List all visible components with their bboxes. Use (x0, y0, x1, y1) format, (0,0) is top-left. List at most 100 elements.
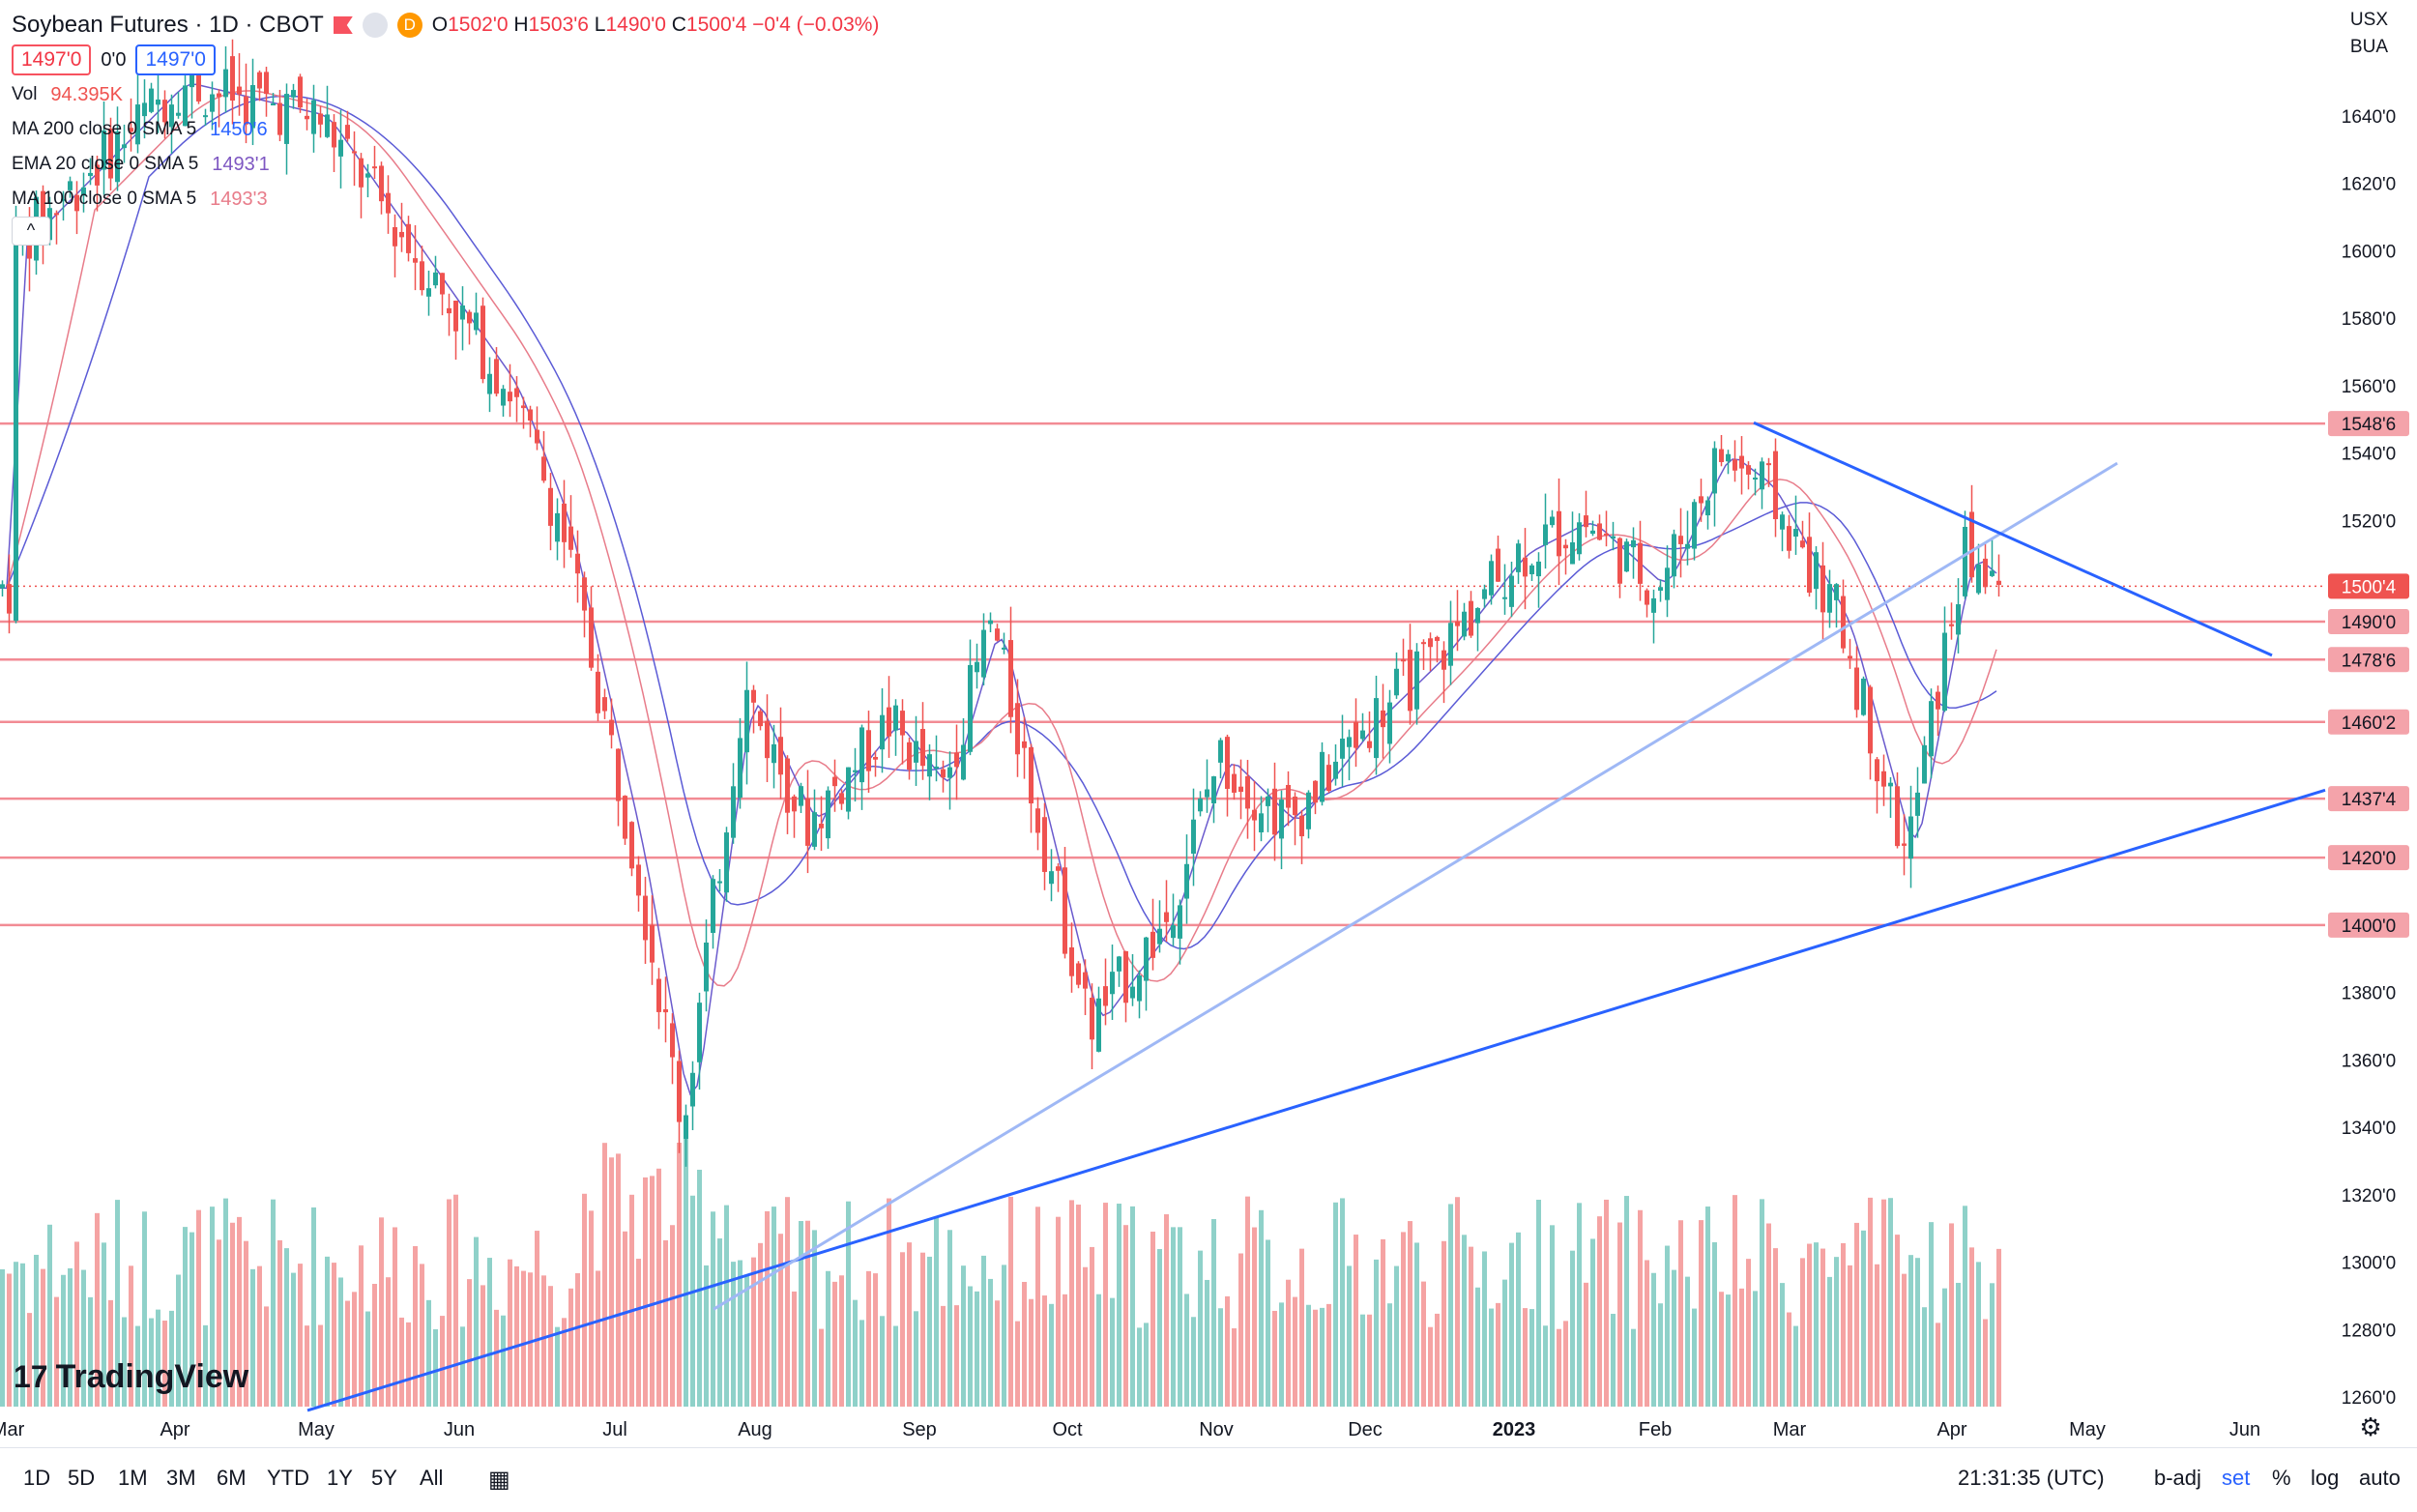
exchange-unit[interactable]: BUA (2349, 37, 2388, 57)
volume-bar (413, 1246, 418, 1407)
candle-body (1354, 721, 1358, 748)
candle-body (1584, 515, 1588, 528)
log-toggle[interactable]: log (2311, 1466, 2340, 1490)
candle-body (1306, 792, 1311, 829)
volume-bar (711, 1211, 715, 1407)
volume-bar (968, 1286, 973, 1407)
delayed-data-badge[interactable]: D (396, 13, 422, 38)
range-ytd[interactable]: YTD (267, 1466, 309, 1490)
compare-icon[interactable] (362, 13, 388, 38)
volume-bar (535, 1231, 539, 1407)
utc-clock[interactable]: 21:31:35 (UTC) (1958, 1466, 2105, 1490)
candle-body (305, 115, 309, 120)
candle-body (704, 942, 709, 992)
candle-body (947, 767, 952, 778)
flag-icon[interactable] (333, 16, 353, 34)
volume-bar (1902, 1273, 1907, 1407)
candle-body (311, 100, 316, 134)
range-1m[interactable]: 1M (118, 1466, 148, 1490)
candle-body (663, 1009, 668, 1013)
candle-body (447, 307, 451, 314)
volume-bar (1354, 1235, 1358, 1407)
volume-bar (1381, 1238, 1385, 1407)
candle-body (1090, 998, 1094, 1040)
collapse-legend-button[interactable]: ^ (12, 217, 50, 246)
volume-bar (480, 1285, 485, 1407)
candle-body (1502, 596, 1507, 599)
volume-bar (420, 1264, 424, 1407)
volume-bar (697, 1169, 702, 1407)
auto-toggle[interactable]: auto (2359, 1466, 2401, 1490)
candle-body (541, 456, 546, 481)
candle-body (1733, 459, 1737, 471)
candle-body (1022, 741, 1027, 748)
candle-body (1922, 744, 1927, 784)
candle-body (1936, 691, 1940, 710)
candle-body (1719, 449, 1724, 462)
range-5d[interactable]: 5D (68, 1466, 96, 1490)
calendar-icon[interactable]: ▦ (488, 1467, 510, 1493)
candle-body (1469, 600, 1473, 636)
ma200-indicator[interactable]: MA 200 close 0 SMA 5 1450'6 (12, 118, 268, 140)
volume-bar (142, 1211, 147, 1407)
ma100-indicator[interactable]: MA 100 close 0 SMA 5 1493'3 (12, 188, 268, 210)
candle-body (812, 812, 817, 847)
volume-bar (819, 1328, 824, 1407)
volume-bar (1523, 1308, 1528, 1407)
candle-body (535, 429, 539, 444)
ma200-line[interactable] (0, 95, 1997, 950)
candle-body (1611, 536, 1616, 539)
volume-bar (1394, 1265, 1399, 1407)
volume-indicator[interactable]: Vol 94.395K (12, 83, 123, 105)
candle-body (602, 697, 607, 712)
range-3m[interactable]: 3M (166, 1466, 196, 1490)
currency-unit[interactable]: USX (2349, 10, 2388, 30)
volume-bar (1705, 1207, 1710, 1407)
candle-body (738, 738, 743, 799)
volume-bar (365, 1311, 370, 1407)
range-5y[interactable]: 5Y (371, 1466, 397, 1490)
volume-bar (717, 1238, 722, 1407)
bottom-toolbar: 1D 5D 1M 3M 6M YTD 1Y 5Y All ▦ 21:31:35 … (0, 1447, 2417, 1512)
volume-bar (81, 1269, 86, 1407)
trendline-light[interactable] (713, 461, 2118, 1311)
volume-bar (1936, 1323, 1940, 1407)
settings-gear-icon[interactable]: ⚙ (2359, 1413, 2381, 1442)
y-tick-label: 1560'0 (2342, 377, 2396, 397)
b-adj-toggle[interactable]: b-adj (2154, 1466, 2201, 1490)
range-1d[interactable]: 1D (23, 1466, 51, 1490)
volume-bar (1123, 1225, 1128, 1407)
level-price-tag (2328, 845, 2409, 871)
ma100-line[interactable] (0, 90, 1997, 987)
volume-bar (1002, 1265, 1006, 1407)
volume-bar (95, 1212, 100, 1407)
trendline-support[interactable] (306, 788, 2326, 1412)
candle-body (230, 56, 235, 102)
candle-body (1543, 524, 1548, 545)
range-all[interactable]: All (420, 1466, 444, 1490)
candle-body (460, 305, 465, 320)
percent-toggle[interactable]: % (2272, 1466, 2291, 1490)
candle-body (1110, 972, 1115, 995)
sell-price-box[interactable]: 1497'0 (12, 44, 92, 75)
price-chart[interactable]: 1548'6 1490'0 1478'6 1460'2 1437'4 1420'0 1400… (0, 0, 2417, 1447)
volume-bar (1834, 1257, 1839, 1407)
range-1y[interactable]: 1Y (327, 1466, 353, 1490)
y-tick-label: 1640'0 (2342, 107, 2396, 128)
volume-bar (1150, 1232, 1155, 1407)
volume-bar (1976, 1262, 1981, 1407)
ema20-indicator[interactable]: EMA 20 close 0 SMA 5 1493'1 (12, 153, 270, 175)
buy-price-box[interactable]: 1497'0 (135, 44, 216, 75)
volume-bar (1313, 1309, 1318, 1407)
candle-body (27, 238, 32, 259)
volume-bar (1462, 1235, 1467, 1407)
volume-bar (609, 1157, 614, 1407)
range-6m[interactable]: 6M (217, 1466, 247, 1490)
volume-bar (1509, 1242, 1514, 1407)
last-price-label: 1500'4 (2342, 577, 2397, 597)
symbol-title[interactable]: Soybean Futures · 1D · CBOT (12, 12, 324, 38)
volume-bar (1712, 1241, 1717, 1407)
trendline-resistance[interactable] (1753, 421, 2273, 657)
y-tick-label: 1340'0 (2342, 1119, 2396, 1139)
set-toggle[interactable]: set (2222, 1466, 2251, 1490)
